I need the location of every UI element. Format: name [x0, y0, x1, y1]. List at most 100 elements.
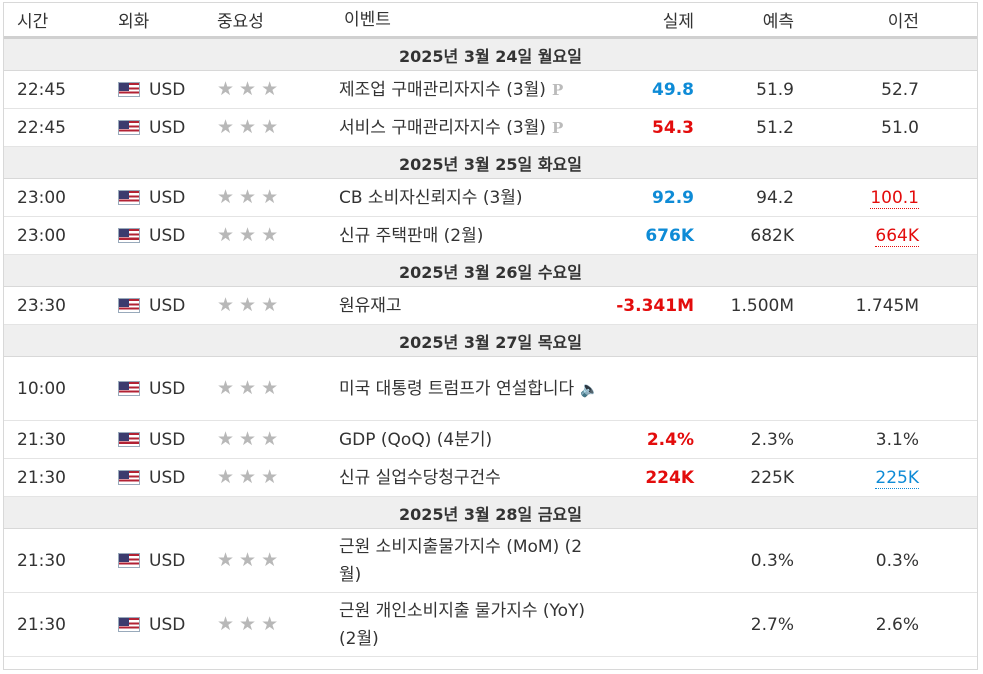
event-currency: USD — [104, 80, 199, 100]
event-name-text[interactable]: 서비스 구매관리자지수 (3월) — [339, 117, 546, 138]
event-name[interactable]: CB 소비자신뢰지수 (3월) — [339, 184, 599, 212]
event-name-text[interactable]: 근원 개인소비지출 물가지수 (YoY) (2월) — [339, 600, 586, 649]
previous-value[interactable]: 100.1 — [870, 187, 919, 209]
event-actual: 676K — [645, 225, 694, 246]
us-flag-icon — [118, 228, 140, 243]
event-name[interactable]: 원유재고 — [339, 292, 599, 320]
header-actual[interactable]: 실제 — [662, 12, 694, 32]
event-name[interactable]: 근원 개인소비지출 물가지수 (YoY) (2월) — [339, 597, 599, 653]
header-event[interactable]: 이벤트 — [344, 9, 391, 30]
header-importance[interactable]: 중요성 — [217, 12, 264, 32]
star-icon: ★ — [217, 428, 235, 450]
event-row[interactable]: 10:00 USD ★ ★ ★ 미국 대통령 트럼프가 연설합니다 🔈 — [4, 357, 977, 421]
event-row[interactable]: 21:30 USD ★ ★ ★ 신규 실업수당청구건수 224K 225K 225K — [4, 459, 977, 497]
event-row[interactable]: 23:00 USD ★ ★ ★ 신규 주택판매 (2월) 676K 682K 664K — [4, 217, 977, 255]
header-previous[interactable]: 이전 — [887, 12, 919, 32]
header-currency[interactable]: 외화 — [118, 12, 150, 32]
star-icon: ★ — [239, 377, 257, 399]
event-previous: 2.6% — [794, 615, 919, 635]
star-icon: ★ — [217, 613, 235, 635]
currency-code: USD — [149, 429, 186, 450]
importance-stars: ★ ★ ★ — [199, 188, 339, 207]
day-header: 2025년 3월 24일 월요일 — [4, 39, 977, 71]
previous-value[interactable]: 225K — [875, 467, 919, 489]
star-icon: ★ — [239, 186, 257, 208]
us-flag-icon — [118, 617, 140, 632]
event-currency: USD — [104, 468, 199, 488]
importance-stars: ★ ★ ★ — [199, 379, 339, 398]
event-name-text[interactable]: GDP (QoQ) (4분기) — [339, 429, 493, 450]
event-row[interactable]: 22:45 USD ★ ★ ★ 서비스 구매관리자지수 (3월) P 54.3 51.2 51.0 — [4, 109, 977, 147]
star-icon: ★ — [217, 294, 235, 316]
event-actual: -3.341M — [616, 295, 694, 316]
us-flag-icon — [118, 120, 140, 135]
preliminary-icon: P — [551, 80, 564, 99]
event-forecast: 2.3% — [750, 429, 794, 450]
star-icon: ★ — [239, 224, 257, 246]
importance-stars: ★ ★ ★ — [199, 468, 339, 487]
event-time: 22:45 — [17, 117, 66, 138]
event-name-text[interactable]: 원유재고 — [339, 295, 402, 316]
star-icon: ★ — [261, 377, 279, 399]
event-row[interactable]: 21:30 USD ★ ★ ★ 근원 소비지출물가지수 (MoM) (2월) 0.3% 0.3… — [4, 529, 977, 593]
star-icon: ★ — [239, 466, 257, 488]
event-name[interactable]: 신규 실업수당청구건수 — [339, 464, 599, 492]
star-icon: ★ — [217, 377, 235, 399]
event-name[interactable]: 서비스 구매관리자지수 (3월) P — [339, 114, 599, 142]
event-name[interactable]: 근원 소비지출물가지수 (MoM) (2월) — [339, 533, 599, 589]
us-flag-icon — [118, 190, 140, 205]
currency-code: USD — [149, 117, 186, 138]
event-name-text[interactable]: 신규 주택판매 (2월) — [339, 225, 484, 246]
event-actual: 92.9 — [652, 187, 694, 208]
star-icon: ★ — [217, 78, 235, 100]
event-name[interactable]: 미국 대통령 트럼프가 연설합니다 🔈 — [339, 375, 599, 403]
day-header: 2025년 3월 28일 금요일 — [4, 497, 977, 529]
previous-value: 52.7 — [881, 79, 919, 100]
event-forecast: 225K — [750, 467, 794, 488]
event-time: 22:45 — [17, 79, 66, 100]
currency-code: USD — [149, 79, 186, 100]
previous-value[interactable]: 664K — [875, 225, 919, 247]
event-currency: USD — [104, 118, 199, 138]
event-actual: 224K — [645, 467, 694, 488]
event-name-text[interactable]: CB 소비자신뢰지수 (3월) — [339, 187, 523, 208]
star-icon: ★ — [217, 186, 235, 208]
importance-stars: ★ ★ ★ — [199, 296, 339, 315]
us-flag-icon — [118, 432, 140, 447]
previous-value: 2.6% — [875, 614, 919, 635]
event-row[interactable]: 23:30 USD ★ ★ ★ 원유재고 -3.341M 1.500M 1.745M — [4, 287, 977, 325]
event-row[interactable]: 21:30 USD ★ ★ ★ 근원 개인소비지출 물가지수 (YoY) (2월) 2.7%… — [4, 593, 977, 657]
event-name[interactable]: GDP (QoQ) (4분기) — [339, 426, 599, 454]
event-name-text[interactable]: 제조업 구매관리자지수 (3월) — [339, 79, 546, 100]
event-forecast: 0.3% — [750, 550, 794, 571]
star-icon: ★ — [239, 613, 257, 635]
currency-code: USD — [149, 225, 186, 246]
header-forecast[interactable]: 예측 — [762, 12, 794, 32]
event-name-text[interactable]: 미국 대통령 트럼프가 연설합니다 — [339, 378, 575, 399]
event-time: 21:30 — [17, 467, 66, 488]
event-previous: 225K — [794, 467, 919, 489]
event-actual: 2.4% — [646, 429, 694, 450]
currency-code: USD — [149, 378, 186, 399]
us-flag-icon — [118, 82, 140, 97]
currency-code: USD — [149, 614, 186, 635]
event-row[interactable]: 23:00 USD ★ ★ ★ CB 소비자신뢰지수 (3월) 92.9 94.2 100.1 — [4, 179, 977, 217]
event-forecast: 682K — [750, 225, 794, 246]
event-name-text[interactable]: 근원 소비지출물가지수 (MoM) (2월) — [339, 536, 583, 585]
event-row[interactable]: 22:45 USD ★ ★ ★ 제조업 구매관리자지수 (3월) P 49.8 51.9 52.7 — [4, 71, 977, 109]
star-icon: ★ — [217, 224, 235, 246]
event-previous: 100.1 — [794, 187, 919, 209]
us-flag-icon — [118, 470, 140, 485]
event-name-text[interactable]: 신규 실업수당청구건수 — [339, 467, 501, 488]
event-name[interactable]: 제조업 구매관리자지수 (3월) P — [339, 76, 599, 104]
event-time: 21:30 — [17, 550, 66, 571]
star-icon: ★ — [239, 116, 257, 138]
currency-code: USD — [149, 187, 186, 208]
event-row[interactable]: 21:30 USD ★ ★ ★ GDP (QoQ) (4분기) 2.4% 2.3% 3.1% — [4, 421, 977, 459]
day-header: 2025년 3월 26일 수요일 — [4, 255, 977, 287]
header-time[interactable]: 시간 — [17, 12, 49, 32]
star-icon: ★ — [261, 613, 279, 635]
event-currency: USD — [104, 551, 199, 571]
importance-stars: ★ ★ ★ — [199, 118, 339, 137]
event-name[interactable]: 신규 주택판매 (2월) — [339, 222, 599, 250]
